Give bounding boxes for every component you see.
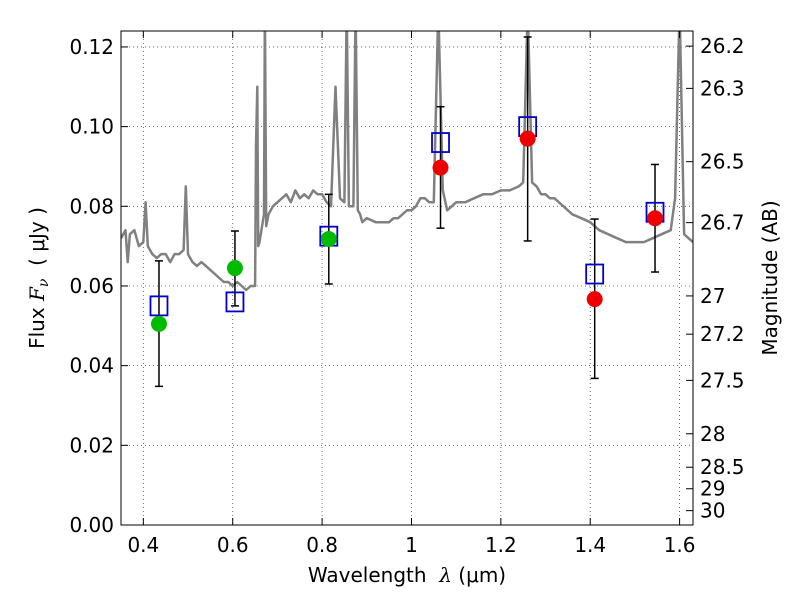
- y-tick-label: 0.10: [69, 115, 114, 139]
- magnitude-tick-label: 27.2: [700, 322, 745, 346]
- red-data-point: [432, 159, 449, 176]
- y-tick-label: 0.12: [69, 35, 114, 59]
- x-tick-label: 1.4: [574, 533, 606, 557]
- red-data-point: [519, 130, 536, 147]
- y-tick-label: 0.00: [69, 513, 114, 537]
- x-axis-title: Wavelength λ (μm): [308, 563, 506, 587]
- x-tick-label: 0.6: [217, 533, 249, 557]
- y-axis-title: Flux Fν ( μJy ): [25, 207, 52, 349]
- x-tick-label: 1: [405, 533, 418, 557]
- axes: 0.4 0.6 0.8 1 1.2 1.4 1.6 0.00 0.02 0.04 0.06 0.08 0…: [69, 31, 745, 557]
- green-data-point: [226, 260, 243, 277]
- magnitude-tick-label: 26.7: [700, 211, 745, 235]
- magnitude-tick-label: 27.5: [700, 368, 745, 392]
- grid: [121, 31, 693, 525]
- y-tick-label: 0.02: [69, 433, 114, 457]
- magnitude-tick-label: 30: [700, 499, 725, 523]
- plot-area: [121, 31, 693, 388]
- y-tick-label: 0.08: [69, 194, 114, 218]
- right-y-axis-title: Magnitude (AB): [758, 200, 782, 355]
- model-flux-square: [431, 132, 450, 153]
- magnitude-tick-label: 26.5: [700, 150, 745, 174]
- model-flux-square: [149, 295, 169, 317]
- model-flux-square: [585, 263, 605, 285]
- magnitude-tick-label: 26.3: [700, 76, 745, 100]
- y-tick-label: 0.04: [69, 354, 114, 378]
- red-data-point: [586, 291, 603, 308]
- magnitude-tick-label: 27: [700, 284, 725, 308]
- x-tick-label: 1.2: [485, 533, 517, 557]
- magnitude-tick-label: 28: [700, 422, 725, 446]
- y-tick-label: 0.06: [69, 274, 114, 298]
- x-tick-label: 0.8: [306, 533, 338, 557]
- red-data-point: [647, 210, 664, 227]
- plot-frame: [120, 30, 694, 526]
- x-tick-label: 1.6: [664, 533, 696, 557]
- model-spectrum-line: [121, 31, 693, 292]
- magnitude-tick-label: 29: [700, 477, 725, 501]
- magnitude-tick-label: 26.2: [700, 34, 745, 58]
- green-data-point: [320, 230, 337, 247]
- model-flux-square: [225, 291, 245, 313]
- x-tick-label: 0.4: [127, 533, 159, 557]
- green-data-point: [150, 315, 167, 332]
- magnitude-tick-label: 28.5: [700, 455, 745, 479]
